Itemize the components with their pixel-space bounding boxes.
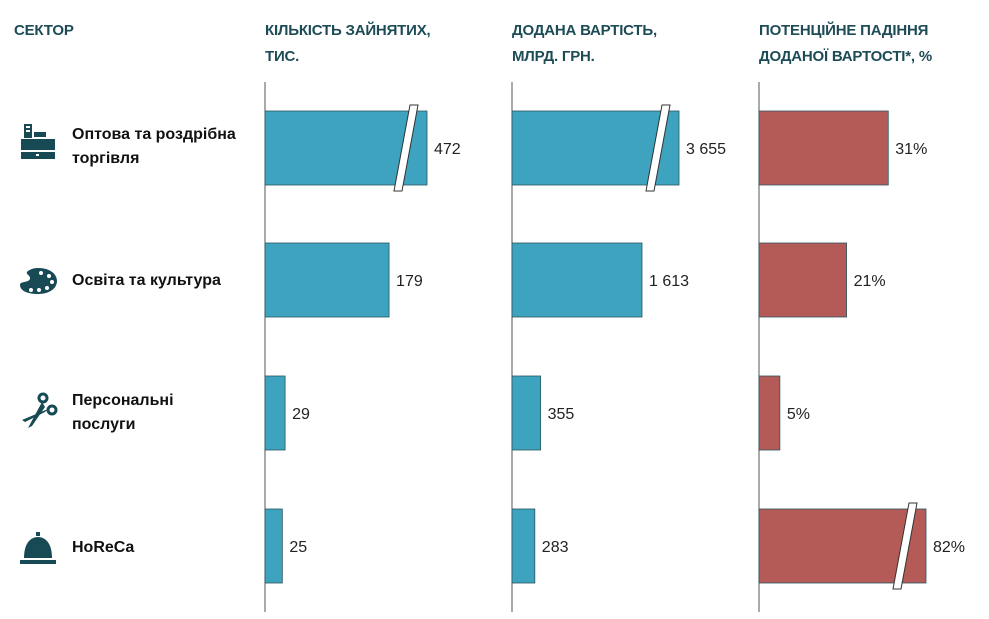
data-label: 21% bbox=[854, 273, 886, 290]
label-line: HoReCa bbox=[72, 539, 135, 556]
bar bbox=[758, 110, 889, 186]
label-line: Оптова та роздрібна bbox=[72, 126, 236, 143]
bar bbox=[758, 242, 847, 318]
header-sector: СЕКТОР bbox=[14, 22, 74, 39]
label-line: Освіта та культура bbox=[72, 272, 221, 289]
data-label: 82% bbox=[933, 539, 965, 556]
bar bbox=[264, 508, 283, 584]
header-line: ПОТЕНЦІЙНЕ ПАДІННЯ bbox=[759, 22, 929, 39]
data-label: 472 bbox=[434, 141, 461, 158]
header-line: ТИС. bbox=[265, 48, 300, 65]
palette-icon bbox=[20, 268, 57, 294]
data-label: 1 613 bbox=[649, 273, 689, 290]
sector-label-personal: Персональні послуги bbox=[72, 389, 174, 437]
axis-break-mark bbox=[892, 502, 918, 590]
data-label: 29 bbox=[292, 406, 310, 423]
header-line: ДОДАНОЇ ВАРТОСТІ*, % bbox=[759, 48, 932, 65]
header-employment: КІЛЬКІСТЬ ЗАЙНЯТИХ, ТИС. bbox=[265, 18, 431, 70]
header-value-added: ДОДАНА ВАРТІСТЬ, МЛРД. ГРН. bbox=[512, 18, 657, 70]
sector-label-trade: Оптова та роздрібна торгівля bbox=[72, 123, 236, 171]
data-label: 179 bbox=[396, 273, 423, 290]
data-label: 25 bbox=[289, 539, 307, 556]
bar bbox=[264, 242, 390, 318]
header-potential-drop: ПОТЕНЦІЙНЕ ПАДІННЯ ДОДАНОЇ ВАРТОСТІ*, % bbox=[759, 18, 932, 70]
label-line: Персональні bbox=[72, 392, 174, 409]
header-line: ДОДАНА ВАРТІСТЬ, bbox=[512, 22, 657, 39]
bar bbox=[511, 242, 643, 318]
axis-break-mark bbox=[645, 104, 671, 192]
bar bbox=[511, 508, 536, 584]
data-label: 283 bbox=[542, 539, 569, 556]
scissors-icon bbox=[22, 392, 58, 428]
sector-label-horeca: HoReCa bbox=[72, 536, 134, 560]
label-line: послуги bbox=[72, 416, 136, 433]
bar bbox=[511, 375, 542, 451]
data-label: 355 bbox=[548, 406, 575, 423]
data-label: 31% bbox=[895, 141, 927, 158]
header-line: МЛРД. ГРН. bbox=[512, 48, 595, 65]
data-label: 5% bbox=[787, 406, 810, 423]
header-line: КІЛЬКІСТЬ ЗАЙНЯТИХ, bbox=[265, 22, 431, 39]
cash-register-icon bbox=[21, 124, 55, 159]
label-line: торгівля bbox=[72, 150, 140, 167]
data-label: 3 655 bbox=[686, 141, 726, 158]
sector-label-education: Освіта та культура bbox=[72, 269, 221, 293]
bar bbox=[264, 375, 286, 451]
bar bbox=[758, 375, 781, 451]
axis-break-mark bbox=[393, 104, 419, 192]
service-bell-icon bbox=[20, 532, 56, 564]
